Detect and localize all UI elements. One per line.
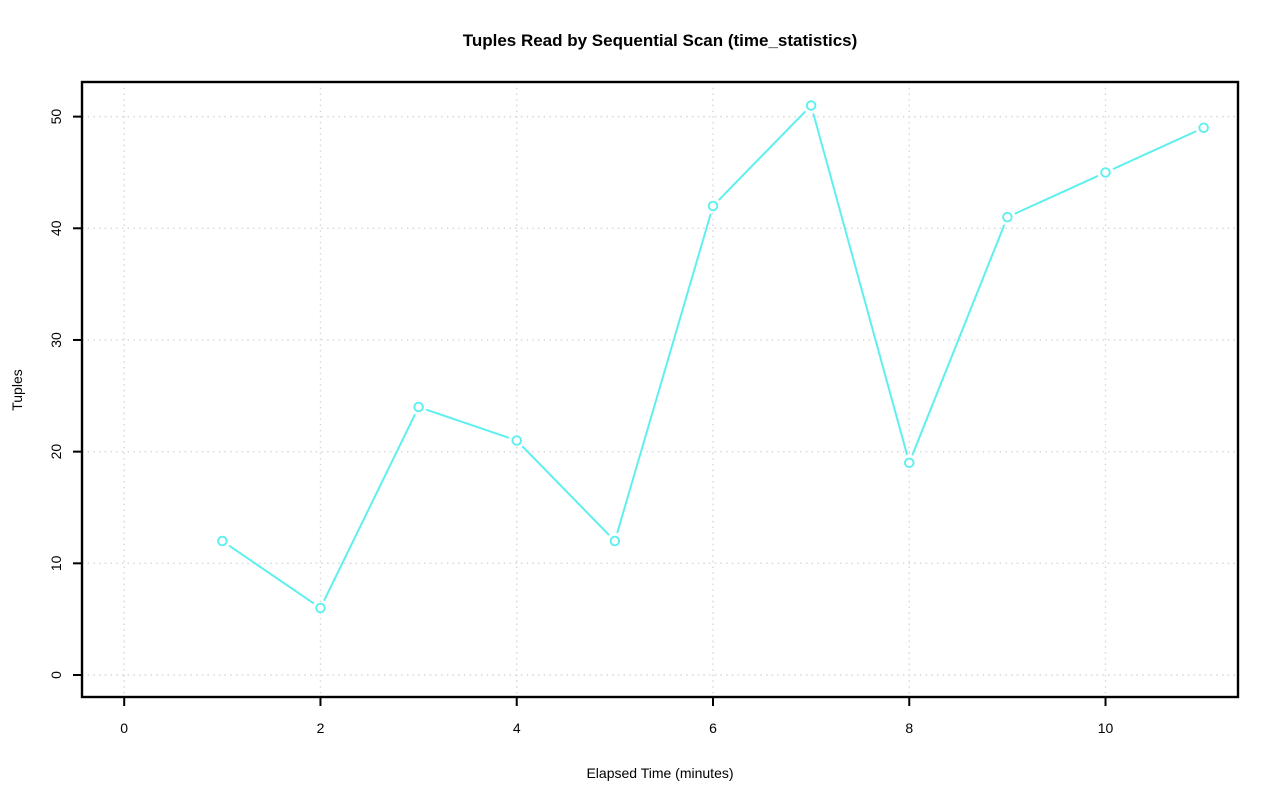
x-tick-label: 0: [120, 720, 128, 736]
x-tick-label: 4: [513, 720, 521, 736]
x-axis-title: Elapsed Time (minutes): [586, 765, 734, 781]
data-point-marker: [1002, 211, 1013, 223]
x-tick-label: 6: [709, 720, 717, 736]
data-point-marker: [805, 100, 817, 111]
data-point-marker: [217, 535, 228, 547]
series-segment: [718, 110, 806, 201]
series-segment: [228, 545, 315, 604]
y-tick-label: 50: [48, 109, 64, 125]
series-segment: [1112, 130, 1197, 170]
data-point-marker: [1100, 167, 1111, 178]
series-segment: [323, 414, 416, 601]
data-point-marker: [413, 401, 424, 413]
x-tick-label: 2: [317, 720, 325, 736]
series-segment: [812, 113, 908, 456]
series-segment: [1014, 175, 1099, 215]
y-tick-label: 0: [48, 671, 64, 679]
data-point-marker: [904, 457, 915, 469]
data-point-marker: [707, 200, 719, 212]
data-point-marker: [1198, 122, 1209, 134]
series-segment: [522, 445, 610, 536]
data-point-marker: [315, 602, 326, 614]
y-tick-label: 40: [48, 220, 64, 236]
series-segment: [616, 213, 712, 534]
y-tick-label: 20: [48, 444, 64, 460]
series-segment: [911, 224, 1006, 456]
data-point-marker: [609, 535, 621, 547]
series-segment: [426, 408, 510, 439]
chart-title: Tuples Read by Sequential Scan (time_sta…: [462, 31, 858, 50]
x-tick-label: 10: [1098, 720, 1114, 736]
plot-border: [80, 80, 1240, 699]
x-tick-label: 8: [905, 720, 913, 736]
y-tick-label: 10: [48, 555, 64, 571]
data-point-marker: [511, 435, 522, 446]
y-tick-label: 30: [48, 332, 64, 348]
